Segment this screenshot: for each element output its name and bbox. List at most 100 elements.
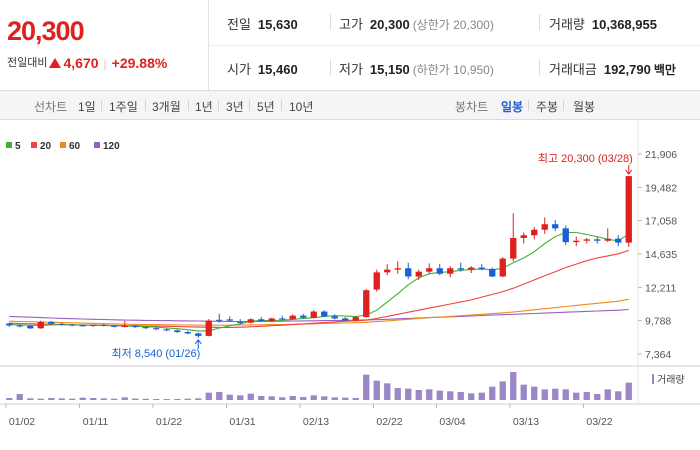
tab-1y[interactable]: 1년 <box>195 100 213 114</box>
candle-body <box>552 224 559 229</box>
candle-body <box>468 267 475 270</box>
candle-body <box>541 224 548 230</box>
candle-body <box>289 315 296 320</box>
high-value: 20,300 <box>369 17 410 32</box>
divider <box>249 100 250 111</box>
candle-body <box>174 330 181 333</box>
tab-daily[interactable]: 일봉 <box>501 100 524 114</box>
volume-bar <box>373 380 380 400</box>
candle-body <box>37 321 44 329</box>
low-value: 15,150 <box>369 62 410 77</box>
candle-body <box>363 290 370 318</box>
tab-5y[interactable]: 5년 <box>257 100 275 114</box>
open-value: 15,460 <box>257 62 298 77</box>
volume-bar <box>174 398 181 400</box>
candle-body <box>625 176 632 243</box>
volume-bar <box>121 397 128 400</box>
amount-value: 192,790 <box>603 62 651 77</box>
y-tick-label: 7,364 <box>645 349 671 361</box>
change-amount: 4,670 <box>63 55 99 71</box>
volume-bar <box>321 396 328 400</box>
quote-stats: 전일 15,630 고가 20,300 (상한가 20,300) 거래량 10,368,… <box>209 0 700 90</box>
volume-bar <box>111 398 118 400</box>
candle-body <box>184 332 191 334</box>
candle-body <box>373 272 380 290</box>
candle-body <box>310 311 317 318</box>
x-tick-label: 02/22 <box>376 416 402 428</box>
candle-body <box>331 316 338 319</box>
x-tick-label: 01/02 <box>9 416 35 428</box>
tab-monthly[interactable]: 월봉 <box>573 100 596 114</box>
volume-label: 거래량 <box>549 17 585 32</box>
amount-unit: 백만 <box>653 63 676 77</box>
divider <box>218 100 219 111</box>
candle-body <box>426 268 433 272</box>
candle-body <box>321 311 328 317</box>
candle-body <box>594 239 601 241</box>
x-tick-label: 01/11 <box>83 416 109 428</box>
y-tick-label: 12,211 <box>645 282 676 294</box>
ma120-line <box>9 308 629 323</box>
volume-bar <box>436 390 443 400</box>
y-tick-label: 9,788 <box>645 316 671 328</box>
volume-bar <box>226 394 233 400</box>
volume-bar <box>552 388 559 400</box>
divider <box>330 59 331 75</box>
candle-body <box>27 325 34 329</box>
ma20-line <box>9 249 629 328</box>
divider <box>281 100 282 111</box>
candle-body <box>520 235 527 238</box>
legend-swatch <box>94 142 100 148</box>
volume-bar <box>447 391 454 400</box>
candle-body <box>457 268 464 270</box>
volume-bar <box>415 390 422 400</box>
up-arrow-icon <box>49 58 62 68</box>
volume-bar <box>268 396 275 400</box>
candle-body <box>394 268 401 270</box>
volume-bar <box>604 389 611 400</box>
tab-weekly[interactable]: 주봉 <box>536 100 559 114</box>
change-rate: +29.88% <box>111 55 168 71</box>
volume-bar <box>37 398 44 400</box>
volume-bar <box>300 397 307 400</box>
candle-body <box>195 333 202 336</box>
ma5-line <box>9 231 630 332</box>
candle-body <box>583 239 590 241</box>
volume-bar <box>384 383 391 400</box>
volume-bar <box>583 392 590 400</box>
x-tick-label: 03/22 <box>586 416 612 428</box>
candle-body <box>258 319 265 322</box>
candle-body <box>121 325 128 327</box>
tab-1w[interactable]: 1주일 <box>109 100 138 114</box>
volume-bar <box>489 386 496 400</box>
candle-body <box>79 325 86 327</box>
candle-body <box>90 324 97 326</box>
tab-3m[interactable]: 3개월 <box>152 100 181 114</box>
candle-body <box>510 237 517 259</box>
volume-bar <box>352 398 359 400</box>
volume-bar <box>142 398 149 400</box>
stat-open: 시가 15,460 <box>227 59 298 78</box>
candle-body <box>279 318 286 320</box>
candle-body <box>300 315 307 318</box>
x-tick-label: 02/13 <box>303 416 329 428</box>
candle-body <box>69 324 76 326</box>
legend-label-5: 5 <box>15 141 21 152</box>
volume-bar <box>132 398 139 400</box>
candle-body <box>531 229 538 236</box>
candle-body <box>100 324 107 326</box>
volume-bar <box>16 394 23 400</box>
chart-tab-bar: 선차트 1일 1주일 3개월 1년 3년 5년 10년 봉차트 일봉 주봉 월봉 <box>0 91 700 120</box>
current-price-box: 20,300 전일대비 4,670 | +29.88% <box>0 0 209 90</box>
volume-bar <box>216 392 223 400</box>
tab-3y[interactable]: 3년 <box>226 100 244 114</box>
tab-10y[interactable]: 10년 <box>289 100 314 114</box>
volume-bar <box>594 394 601 400</box>
tab-1d[interactable]: 1일 <box>78 100 96 114</box>
volume-bar <box>205 392 212 400</box>
volume-bar <box>289 396 296 400</box>
volume-bar <box>394 388 401 400</box>
y-tick-label: 17,058 <box>645 216 677 228</box>
upper-limit: (상한가 20,300) <box>412 18 494 32</box>
candle-body <box>16 325 23 327</box>
